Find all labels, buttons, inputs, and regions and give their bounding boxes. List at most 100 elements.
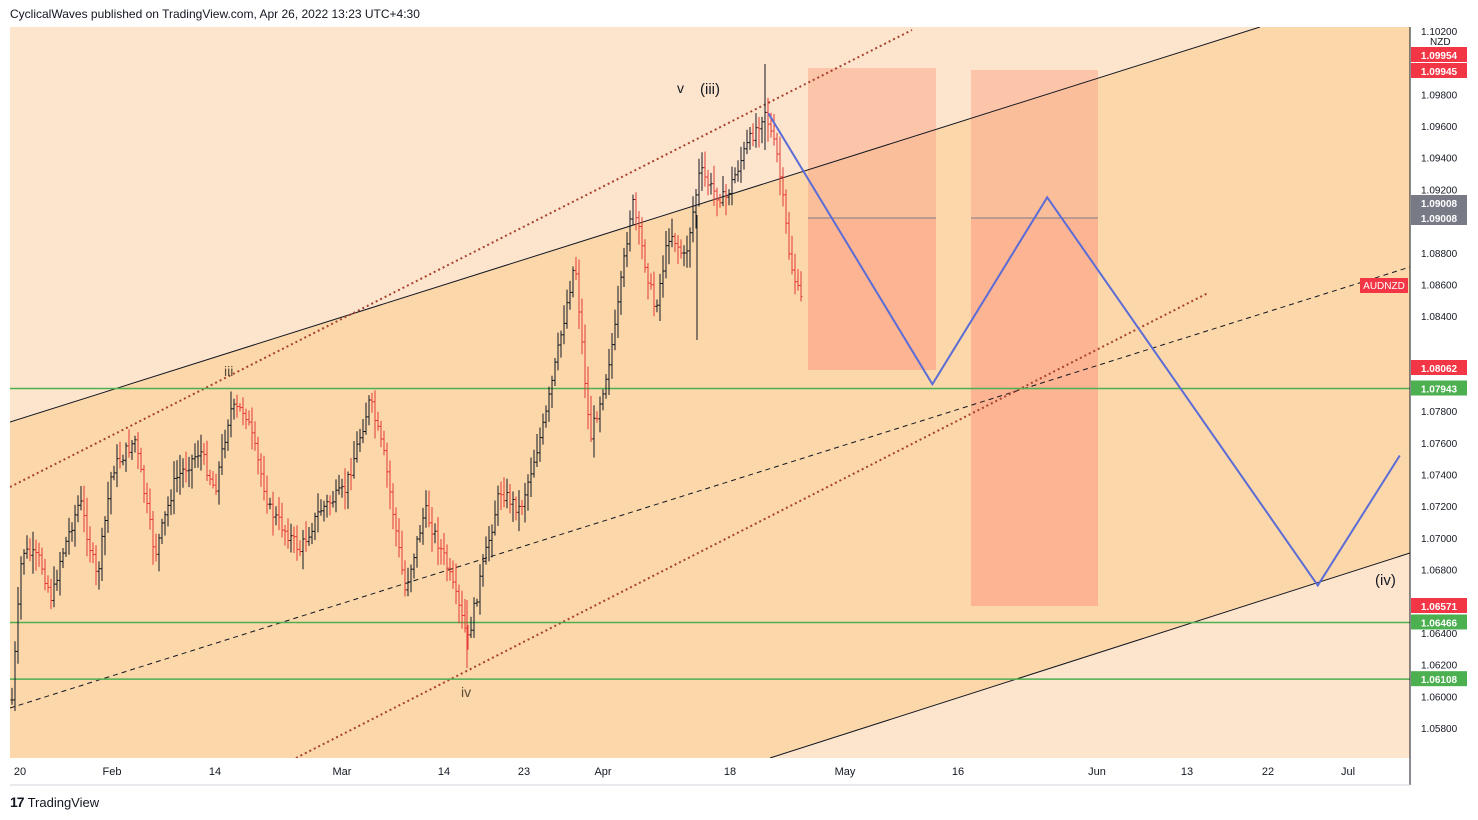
target-box-2-lower [971, 218, 1098, 606]
price-bar [709, 172, 713, 195]
price-bar [706, 169, 710, 196]
symbol-badge[interactable]: AUDNZD [1360, 278, 1408, 293]
price-bar [274, 506, 278, 526]
price-bar [691, 196, 695, 243]
price-bar [283, 525, 287, 546]
y-tick-label: 1.09200 [1421, 185, 1458, 196]
price-bar [712, 165, 716, 206]
price-bar [694, 189, 698, 229]
price-bar [346, 471, 350, 509]
x-tick-label: 18 [724, 766, 736, 778]
price-bar [163, 511, 167, 536]
price-bar [532, 449, 536, 478]
price-bar [409, 564, 413, 593]
price-bar [307, 527, 311, 546]
price-bar [211, 471, 215, 489]
x-tick-label: May [835, 766, 856, 778]
price-bar [298, 540, 302, 556]
price-bar [382, 430, 386, 456]
y-tick-label: 1.09800 [1421, 90, 1458, 101]
price-bar [517, 490, 521, 532]
x-tick-label: 23 [518, 766, 530, 778]
x-tick-label: 13 [1181, 766, 1193, 778]
y-tick-label: 1.06800 [1421, 566, 1458, 577]
price-bar [127, 429, 131, 458]
currency-label: NZD [1430, 37, 1451, 48]
price-bar [367, 395, 371, 426]
price-bar [448, 558, 452, 581]
svg-text:1.06108: 1.06108 [1421, 675, 1458, 686]
price-bar [631, 194, 635, 225]
projection-path [767, 112, 1401, 588]
price-bar [757, 117, 761, 148]
price-bar [724, 184, 728, 216]
price-bar [658, 273, 662, 321]
price-bar [373, 390, 377, 439]
price-bar [595, 411, 599, 423]
price-bar [421, 507, 425, 545]
x-tick-label: 14 [438, 766, 450, 778]
price-bar [625, 232, 629, 268]
svg-text:1.06466: 1.06466 [1421, 618, 1458, 629]
price-badge: 1.09008 [1411, 195, 1467, 210]
price-chart[interactable]: 1.10200 1.09800 1.09600 1.09400 1.09200 1.088… [0, 0, 1478, 790]
price-bar [40, 547, 44, 575]
price-bar [493, 500, 497, 536]
price-bar [262, 455, 266, 501]
price-bar [499, 481, 503, 510]
price-bar [118, 441, 122, 469]
price-bar [181, 458, 185, 488]
price-bar [13, 641, 17, 711]
price-bar [100, 527, 104, 581]
price-bar [487, 526, 491, 562]
y-tick-label: 1.07800 [1421, 407, 1458, 418]
price-bar [91, 542, 95, 564]
price-bar [649, 273, 653, 290]
price-bar [697, 158, 701, 207]
price-bar [676, 235, 680, 264]
price-bar [490, 524, 494, 558]
y-tick-label: 1.07400 [1421, 471, 1458, 482]
price-badge: 1.09954 [1411, 47, 1467, 62]
price-badge: 1.09945 [1411, 63, 1467, 78]
y-tick-label: 1.09600 [1421, 122, 1458, 133]
wave-label-iv-minor: iv [461, 684, 471, 700]
tradingview-footer[interactable]: 17 TradingView [10, 794, 99, 810]
price-bar [121, 454, 125, 466]
price-bar [688, 227, 692, 268]
price-bar [718, 194, 722, 208]
price-bar [640, 217, 644, 260]
price-bar [547, 386, 551, 422]
price-bar [592, 405, 596, 458]
y-tick-label: 1.10200 [1421, 27, 1458, 38]
price-bar [184, 451, 188, 483]
price-bar [739, 146, 743, 183]
price-bar [700, 152, 704, 191]
price-bar [112, 465, 116, 481]
price-bar [340, 478, 344, 498]
price-bar [337, 474, 341, 495]
price-bar [277, 497, 281, 531]
price-bar [265, 475, 269, 514]
price-bar [523, 482, 527, 523]
tradingview-logo-icon: 17 [10, 794, 25, 810]
price-bar [370, 392, 374, 413]
price-bar [436, 517, 440, 566]
price-bar [454, 563, 458, 605]
price-bar [286, 518, 290, 549]
price-bar [478, 564, 482, 615]
price-bar [430, 507, 434, 552]
price-bar [85, 497, 89, 557]
price-bar [88, 526, 92, 563]
price-bar [748, 127, 752, 150]
svg-text:1.07943: 1.07943 [1421, 385, 1458, 396]
price-bar [775, 132, 779, 163]
price-bar [715, 187, 719, 217]
price-bar [97, 561, 101, 590]
price-bar [574, 256, 578, 280]
price-bar [259, 453, 263, 487]
level-badge: 1.06108 [1411, 671, 1467, 687]
price-bar [607, 348, 611, 395]
price-bar [439, 539, 443, 565]
price-bar [67, 517, 71, 555]
